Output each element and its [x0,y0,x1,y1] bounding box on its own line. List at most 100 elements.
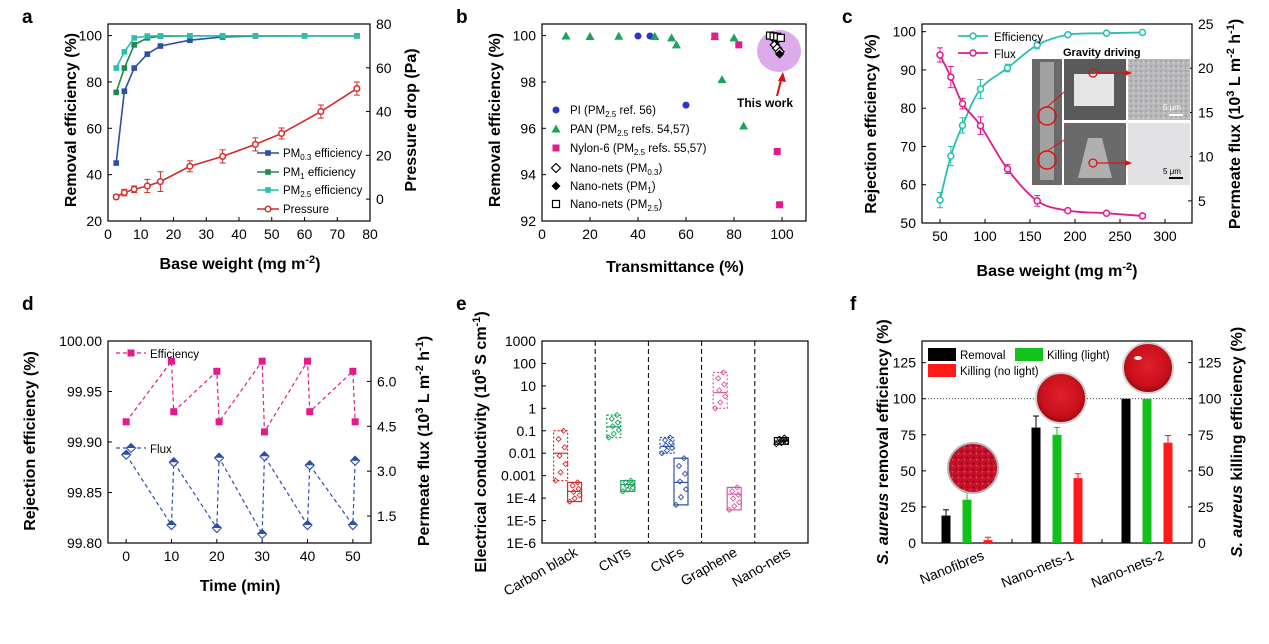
legend-marker-d-fill [126,443,136,448]
d-ytick-tick-label: 99.85 [67,485,102,501]
e-ytick-label: 1E-5 [506,513,536,529]
zoom-line-2 [1046,139,1065,152]
legend-label-d-1: Flux [150,444,172,456]
y-title-e-b: S cm [473,326,490,369]
f-category-label: Nanofibres [917,547,986,587]
data-point-e [614,419,621,426]
legend-label-a-3-text: Pressure [283,204,329,216]
x-axis-title-c: Base weight (mg m-2) [977,261,1138,280]
data-point-c [958,121,967,130]
data-point-d-fill [214,453,224,458]
data-point-e [576,492,583,499]
data-point-a [144,51,151,57]
panel-letter-b: b [456,7,468,28]
data-point-d [306,408,314,416]
f-y2tick-tick-label: 50 [1198,463,1214,479]
data-point-e [623,482,630,490]
legend-marker-d [127,349,135,357]
data-point-e [552,477,559,484]
data-point-c [936,51,944,59]
legend-label-a-1-text: PM [283,167,300,179]
box-e [712,371,728,409]
x-axis-title-a-close: ) [315,256,320,273]
data-point-e [682,486,690,493]
b-xtick-label: 40 [630,226,646,242]
b-ytick-tick-label: 92 [520,213,536,229]
data-point-a [113,160,119,166]
this-work-label: This work [737,96,793,110]
c-y2tick-tick-label: 10 [1198,149,1214,165]
legend-label-b-0: PI (PM2.5 ref. 56) [570,105,656,119]
data-point-e [666,434,674,441]
data-point-c [1003,64,1012,72]
legend-label-a-0-text: PM [283,148,300,160]
data-point-a [353,85,361,93]
data-point-e [615,426,622,434]
data-point-e [561,444,568,451]
legend-label-b-4-text: Nano-nets (PM [570,181,647,193]
data-point-e [569,482,576,489]
e-ytick-label: 1E-4 [506,490,536,506]
e-ytick-label: 0.01 [509,445,536,461]
data-point-d-fill [348,520,358,526]
c-ytick-tick-label: 80 [900,100,916,116]
y2-title-c-sup3: -1 [1225,24,1237,34]
b-xtick-label: 60 [678,226,694,242]
legend-marker-b [552,106,560,114]
data-point-a [121,88,128,95]
y2-title-c-b: L m [1227,58,1244,91]
f-y2tick-tick-label: 25 [1198,499,1214,515]
legend-label-b-4: Nano-nets (PM1) [570,181,656,195]
legend-label-a-0: PM0.3 efficiency [283,148,363,162]
y2-title-f-rest: killing efficiency (%) [1229,327,1246,485]
data-point-a [131,65,137,71]
legend-label-b-2-sub: 2.5 [634,148,646,157]
data-point-d [258,357,266,365]
c-ytick-tick-label: 100 [893,24,917,40]
scale-label-bottom: 5 μm [1163,167,1181,176]
d-xtick-label: 30 [254,548,270,564]
chart-marks-d [120,357,361,540]
legend-swatch-f [928,348,956,361]
data-point-c [1033,41,1041,49]
c-y2tick-tick-label: 25 [1198,16,1214,32]
a-y2tick-tick-label: 20 [376,147,392,163]
y2-title-d-d: ) [416,336,433,341]
legend-label-b-2: Nylon-6 (PM2.5 refs. 55,57) [570,143,707,157]
legend-marker-a [264,205,272,213]
data-point-d [213,367,221,375]
e-category-label: Graphene [678,544,740,589]
c-y2tick-tick-label: 5 [1198,193,1206,209]
legend-label-c-0: Efficiency [994,32,1043,44]
legend-label-b-1-post: refs. 54,57) [628,124,690,136]
panel-b: b 0 20 40 60 80 100 92 94 96 98 100 This work Remo… [456,7,807,276]
panel-f: f 0 25 50 75 100 125 0 25 50 75 100 125 Nanofibres Na… [850,294,1246,591]
data-point-e [608,415,615,422]
data-point-a [121,65,128,71]
data-point-a [121,49,128,55]
bar-f-0 [941,515,951,543]
panel-a: a 0 10 20 30 40 50 60 70 8020406080100020406080 … [22,7,420,273]
data-point-b-4 [775,49,785,59]
a-ytick-tick-label: 60 [86,120,102,136]
data-point-e [731,502,738,510]
bar-f-0 [1121,398,1131,543]
d-xtick-label: 10 [164,548,180,564]
data-point-a [187,37,193,44]
d-ytick-tick-label: 99.95 [67,384,102,400]
legend-label-b-4-sub: 1 [647,186,652,195]
bar-f-1 [1052,434,1062,543]
data-point-a [113,65,119,71]
y-title-e-sup2: -1 [471,317,483,327]
data-point-b-1 [667,33,677,42]
b-ytick-tick-label: 96 [520,120,536,136]
axis-ticks-d: 0 10 20 30 40 50 99.80 99.85 99.90 99.95 100.00 1.5… [59,333,397,564]
data-point-e [571,495,578,502]
data-point-a [157,33,164,39]
data-point-e [729,488,736,495]
f-y2tick-tick-label: 75 [1198,427,1214,443]
c-xtick-label: 100 [973,228,997,244]
data-point-c [947,152,955,160]
data-point-e [722,393,729,400]
c-xtick-label: 300 [1153,228,1177,244]
